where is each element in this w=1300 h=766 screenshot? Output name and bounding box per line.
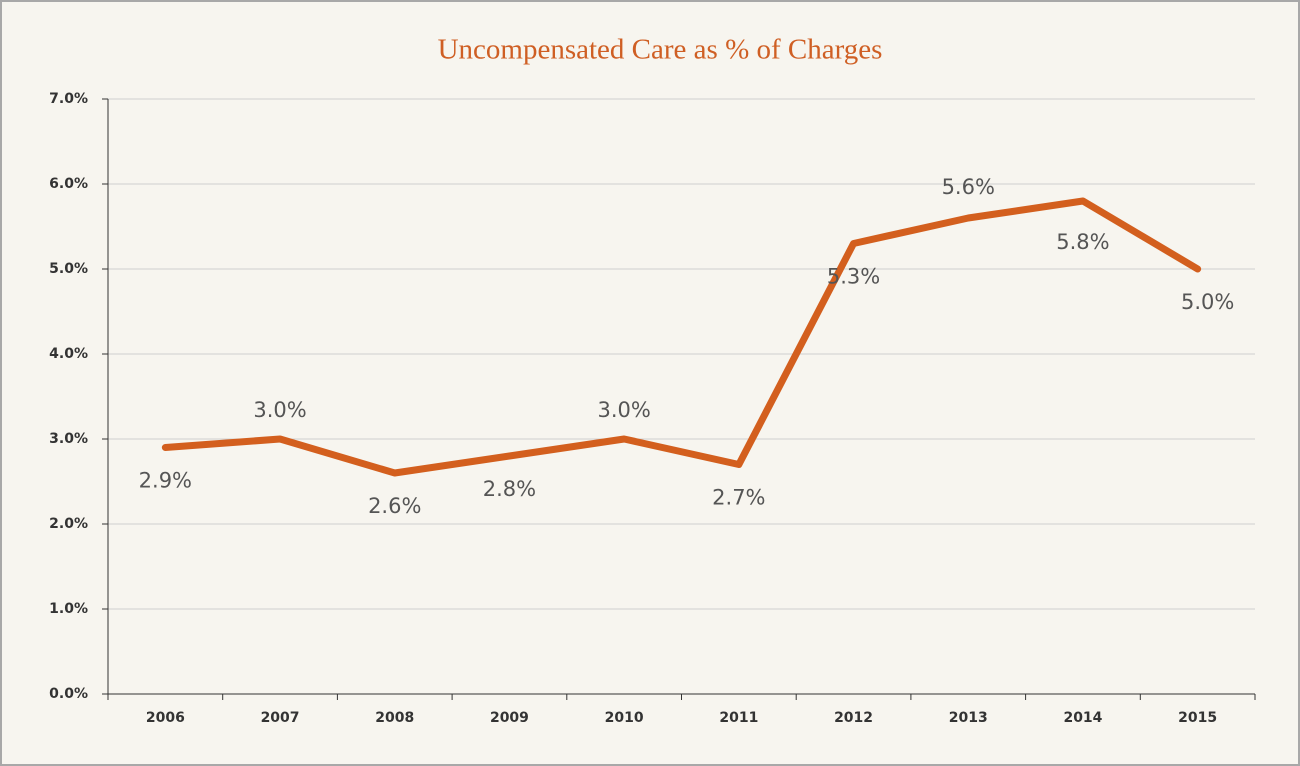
x-tick-label: 2011 [719, 710, 758, 726]
data-label: 3.0% [597, 398, 650, 422]
y-tick-label: 3.0% [49, 431, 88, 447]
y-tick-label: 2.0% [49, 516, 88, 532]
data-line [161, 197, 1202, 477]
data-label: 5.3% [827, 265, 880, 289]
data-label: 3.0% [253, 398, 306, 422]
data-label: 5.6% [942, 175, 995, 199]
data-label: 2.6% [368, 494, 421, 518]
x-tick-label: 2009 [490, 710, 529, 726]
y-tick-label: 0.0% [49, 686, 88, 702]
y-tick-label: 5.0% [49, 261, 88, 277]
data-label: 2.7% [712, 486, 765, 510]
x-tick-label: 2013 [949, 710, 988, 726]
x-tick-label: 2010 [605, 710, 644, 726]
data-label: 5.0% [1181, 290, 1234, 314]
x-tick-label: 2015 [1178, 710, 1217, 726]
x-tick-label: 2012 [834, 710, 873, 726]
x-tick-label: 2007 [261, 710, 300, 726]
x-tick-label: 2008 [375, 710, 414, 726]
y-tick-label: 1.0% [49, 601, 88, 617]
data-label: 5.8% [1056, 230, 1109, 254]
x-tick-label: 2006 [146, 710, 185, 726]
chart-title: Uncompensated Care as % of Charges [438, 34, 883, 66]
x-tick-label: 2014 [1063, 710, 1102, 726]
data-label: 2.8% [483, 477, 536, 501]
y-tick-label: 7.0% [49, 91, 88, 107]
y-tick-label: 6.0% [49, 176, 88, 192]
y-tick-label: 4.0% [49, 346, 88, 362]
data-label: 2.9% [139, 469, 192, 493]
